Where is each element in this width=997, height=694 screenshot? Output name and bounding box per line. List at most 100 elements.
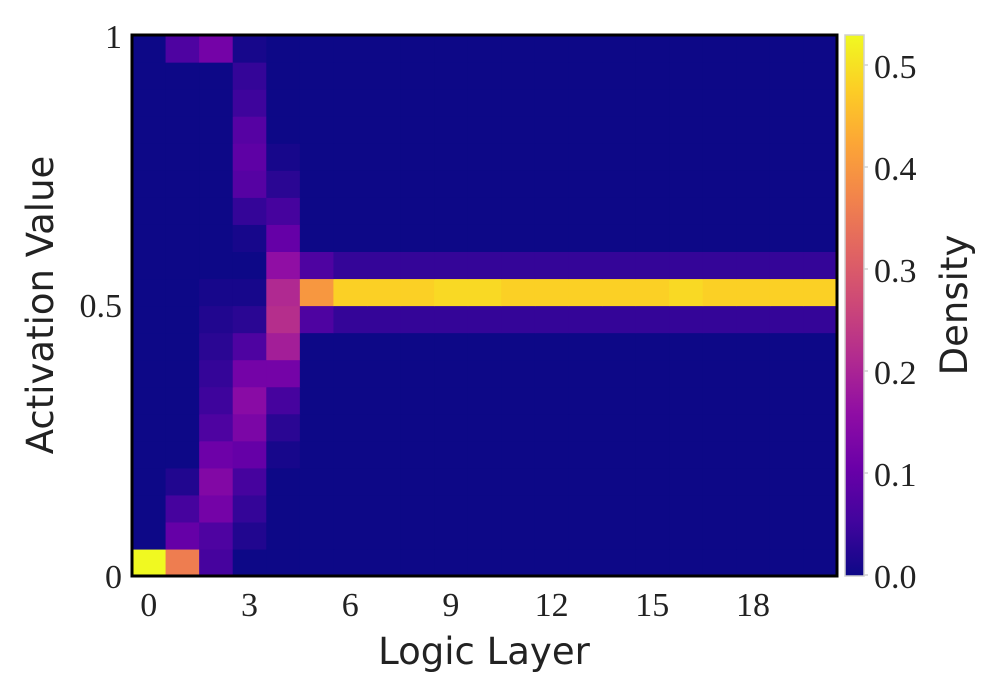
heatmap-cell [333, 35, 368, 63]
heatmap-cell [803, 35, 838, 63]
heatmap-cell [602, 62, 637, 90]
heatmap-cell [266, 278, 301, 307]
heatmap-cells [132, 35, 838, 577]
heatmap-cell [367, 386, 402, 415]
x-tick-label: 6 [342, 587, 359, 624]
heatmap-cell [132, 548, 167, 577]
heatmap-cell [501, 35, 536, 63]
heatmap-cell [467, 521, 502, 550]
heatmap-cell [769, 494, 805, 523]
heatmap-cell [467, 359, 502, 388]
heatmap-cell [165, 386, 200, 415]
heatmap-cell [534, 305, 570, 334]
heatmap-cell [299, 35, 335, 63]
heatmap-cell [132, 170, 167, 198]
heatmap-cell [299, 197, 335, 225]
heatmap-cell [132, 251, 167, 280]
heatmap-cell [669, 62, 704, 90]
heatmap-cell [635, 521, 670, 550]
heatmap-cell [669, 521, 704, 550]
heatmap-cell [467, 494, 502, 523]
heatmap-cell [501, 332, 536, 361]
heatmap-cell [501, 440, 536, 469]
heatmap-cell [702, 116, 737, 144]
heatmap-cell [736, 332, 771, 361]
heatmap-cell [199, 197, 234, 225]
heatmap-cell [702, 224, 737, 252]
heatmap-cell [299, 386, 335, 415]
heatmap-cell [367, 116, 402, 144]
heatmap-cell [199, 35, 234, 63]
heatmap-cell [736, 386, 771, 415]
heatmap-cell [165, 494, 200, 523]
heatmap-cell [434, 305, 469, 334]
x-tick-label: 3 [241, 587, 258, 624]
heatmap-cell [702, 467, 737, 496]
heatmap-cell [333, 521, 368, 550]
heatmap-cell [165, 332, 200, 361]
heatmap-cell [568, 521, 603, 550]
heatmap-cell [702, 548, 737, 577]
heatmap-cell [434, 413, 469, 442]
heatmap-cell [434, 224, 469, 252]
heatmap-cell [501, 251, 536, 280]
heatmap-cell [534, 494, 570, 523]
heatmap-cell [467, 224, 502, 252]
heatmap-cell [635, 89, 670, 117]
heatmap-cell [534, 548, 570, 577]
heatmap-cell [669, 278, 704, 307]
heatmap-cell [400, 440, 435, 469]
heatmap-cell [232, 143, 267, 171]
heatmap-cell [534, 251, 570, 280]
heatmap-cell [232, 305, 267, 334]
heatmap-cell [232, 116, 267, 144]
heatmap-cell [602, 548, 637, 577]
heatmap-cell [702, 305, 737, 334]
heatmap-cell [132, 278, 167, 307]
heatmap-cell [769, 89, 805, 117]
heatmap-cell [333, 197, 368, 225]
heatmap-cell [132, 143, 167, 171]
heatmap-cell [333, 413, 368, 442]
heatmap-cell [736, 251, 771, 280]
heatmap-cell [132, 197, 167, 225]
heatmap-cell [333, 386, 368, 415]
heatmap-cell [299, 467, 335, 496]
heatmap-cell [568, 413, 603, 442]
plot-frame [130, 33, 839, 578]
heatmap-cell [400, 467, 435, 496]
heatmap-cell [434, 359, 469, 388]
heatmap-cell [434, 35, 469, 63]
heatmap-cell [165, 548, 200, 577]
heatmap-cell [199, 332, 234, 361]
heatmap-cell [602, 251, 637, 280]
heatmap-cell [669, 494, 704, 523]
heatmap-cell [702, 413, 737, 442]
heatmap-cell [299, 170, 335, 198]
heatmap-cell [702, 521, 737, 550]
heatmap-cell [165, 251, 200, 280]
heatmap-cell [400, 143, 435, 171]
heatmap-cell [669, 89, 704, 117]
heatmap-cell [534, 35, 570, 63]
heatmap-cell [333, 251, 368, 280]
heatmap-cell [333, 548, 368, 577]
heatmap-cell [165, 521, 200, 550]
heatmap-cell [266, 467, 301, 496]
heatmap-cell [803, 224, 838, 252]
x-tick-label: 9 [442, 587, 459, 624]
heatmap-cell [299, 89, 335, 117]
heatmap-cell [199, 251, 234, 280]
heatmap-cell [635, 440, 670, 469]
heatmap-cell [602, 170, 637, 198]
heatmap-cell [232, 35, 267, 63]
heatmap-cell [232, 440, 267, 469]
heatmap-cell [803, 278, 838, 307]
heatmap-cell [602, 143, 637, 171]
heatmap-cell [132, 35, 167, 63]
heatmap-cell [199, 62, 234, 90]
heatmap-cell [702, 143, 737, 171]
heatmap-cell [769, 116, 805, 144]
heatmap-cell [165, 278, 200, 307]
heatmap-cell [803, 440, 838, 469]
